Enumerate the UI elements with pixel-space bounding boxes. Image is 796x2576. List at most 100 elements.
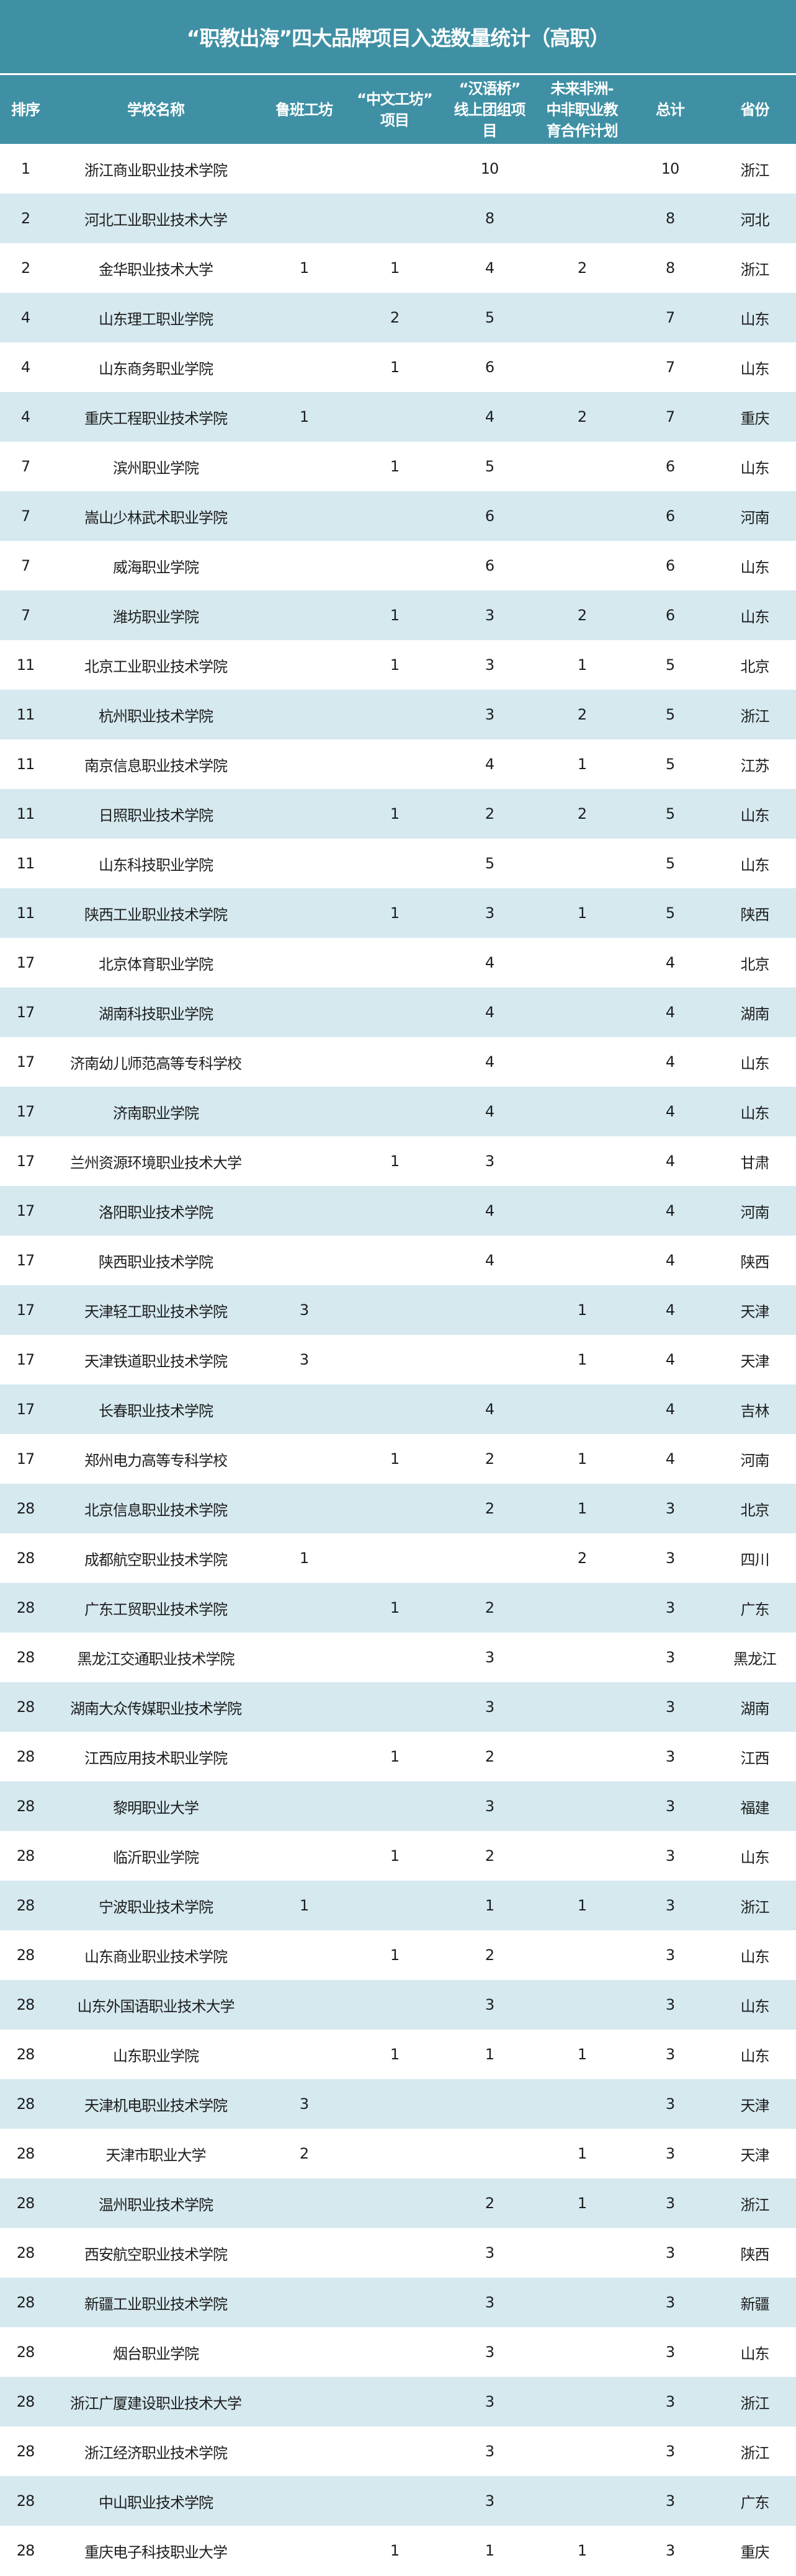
school-name-cell: 山东职业学院 [113, 2047, 199, 2065]
chinese-bridge-cell: 3 [485, 1996, 494, 2013]
province-cell: 河南 [740, 1203, 770, 1221]
province-cell: 山东 [740, 1848, 770, 1866]
table-row: 28 黎明职业大学 3 3 福建 [0, 1781, 796, 1831]
school-name-cell: 威海职业学院 [113, 558, 199, 576]
luban-workshop-cell [261, 442, 347, 491]
future-africa-cell: 1 [577, 1450, 587, 1468]
school-name-cell: 陕西工业职业技术学院 [84, 906, 228, 924]
rank-cell: 28 [16, 2294, 35, 2311]
luban-workshop-cell [261, 1484, 347, 1533]
chinese-bridge-cell: 3 [485, 1798, 494, 1815]
school-name-cell: 临沂职业学院 [113, 1848, 199, 1866]
school-name-cell: 金华职业技术大学 [99, 261, 213, 279]
table-row: 17 北京体育职业学院 4 4 北京 [0, 938, 796, 987]
chinese-bridge-cell: 2 [485, 1748, 494, 1765]
table-row: 11 日照职业技术学院 1 2 2 5 山东 [0, 789, 796, 839]
luban-workshop-cell [261, 2427, 347, 2476]
future-africa-cell: 1 [577, 2145, 587, 2162]
rank-cell: 17 [16, 1401, 35, 1418]
chinese-bridge-cell: 5 [485, 855, 494, 872]
province-cell: 陕西 [740, 906, 770, 924]
province-cell: 北京 [740, 1501, 770, 1519]
luban-workshop-cell [261, 2327, 347, 2377]
luban-workshop-cell: 3 [299, 1301, 309, 1319]
table-row: 11 杭州职业技术学院 3 2 5 浙江 [0, 690, 796, 739]
chinese-bridge-cell: 3 [485, 607, 494, 624]
rank-cell: 17 [16, 1004, 35, 1021]
chinese-bridge-cell: 6 [485, 507, 494, 525]
school-name-cell: 天津轻工职业技术学院 [84, 1303, 228, 1321]
future-africa-cell [537, 987, 627, 1037]
chinese-bridge-cell: 4 [485, 1053, 494, 1071]
chinese-bridge-cell: 3 [485, 2443, 494, 2460]
luban-workshop-cell [261, 2228, 347, 2278]
chinese-bridge-cell: 4 [485, 1004, 494, 1021]
chinese-workshop-cell [347, 739, 442, 789]
chinese-bridge-cell: 3 [485, 2393, 494, 2410]
total-cell: 4 [665, 1004, 675, 1021]
province-cell: 陕西 [740, 1253, 770, 1271]
province-cell: 山东 [740, 2047, 770, 2065]
chinese-workshop-cell [347, 2476, 442, 2526]
table-row: 28 湖南大众传媒职业技术学院 3 3 湖南 [0, 1682, 796, 1732]
school-name-cell: 陕西职业技术学院 [99, 1253, 213, 1271]
luban-workshop-cell [261, 293, 347, 342]
future-africa-cell [537, 1037, 627, 1087]
school-name-cell: 黎明职业大学 [113, 1799, 199, 1817]
province-cell: 河南 [740, 509, 770, 527]
luban-workshop-cell: 1 [299, 259, 309, 277]
rank-cell: 28 [16, 1897, 35, 1914]
future-africa-cell [537, 144, 627, 194]
chinese-bridge-cell: 4 [485, 259, 494, 277]
rank-cell: 7 [20, 458, 30, 475]
table-row: 28 黑龙江交通职业技术学院 3 3 黑龙江 [0, 1633, 796, 1682]
luban-workshop-cell [261, 2526, 347, 2575]
luban-workshop-cell [261, 491, 347, 541]
table-row: 28 山东外国语职业技术大学 3 3 山东 [0, 1980, 796, 2030]
future-africa-cell: 2 [577, 259, 587, 277]
school-name-cell: 长春职业技术学院 [99, 1402, 213, 1420]
rank-cell: 28 [16, 2343, 35, 2361]
school-name-cell: 北京工业职业技术学院 [84, 657, 228, 675]
rank-cell: 17 [16, 1103, 35, 1120]
table-row: 11 南京信息职业技术学院 4 1 5 江苏 [0, 739, 796, 789]
total-cell: 4 [665, 1202, 675, 1219]
future-africa-cell [537, 541, 627, 591]
table-row: 28 江西应用技术职业学院 1 2 3 江西 [0, 1732, 796, 1781]
table-row: 17 兰州资源环境职业技术大学 1 3 4 甘肃 [0, 1136, 796, 1186]
future-africa-cell [537, 2476, 627, 2526]
chinese-bridge-cell: 3 [485, 1152, 494, 1170]
chinese-bridge-cell: 3 [485, 2343, 494, 2361]
future-africa-cell [537, 1781, 627, 1831]
chinese-workshop-cell [347, 2129, 442, 2178]
luban-workshop-cell [261, 888, 347, 938]
table-row: 28 天津机电职业技术学院 3 3 天津 [0, 2079, 796, 2129]
chinese-workshop-cell [347, 1335, 442, 1384]
rank-cell: 28 [16, 1649, 35, 1666]
table-row: 7 潍坊职业学院 1 3 2 6 山东 [0, 591, 796, 640]
chinese-bridge-cell: 3 [485, 904, 494, 922]
table-row: 28 温州职业技术学院 2 1 3 浙江 [0, 2178, 796, 2228]
table-row: 17 济南幼儿师范高等专科学校 4 4 山东 [0, 1037, 796, 1087]
total-cell: 3 [665, 2492, 675, 2510]
chinese-bridge-cell: 10 [480, 160, 499, 177]
table-row: 17 长春职业技术学院 4 4 吉林 [0, 1384, 796, 1434]
chinese-bridge-cell: 4 [485, 1103, 494, 1120]
chinese-workshop-cell: 1 [390, 2542, 400, 2559]
school-name-cell: 浙江商业职业技术学院 [84, 161, 228, 179]
total-cell: 6 [665, 607, 675, 624]
table-row: 28 临沂职业学院 1 2 3 山东 [0, 1831, 796, 1881]
school-name-cell: 广东工贸职业技术学院 [84, 1600, 228, 1618]
rank-cell: 11 [16, 805, 35, 822]
luban-workshop-cell: 1 [299, 1549, 309, 1567]
future-africa-cell: 1 [577, 2046, 587, 2063]
school-name-cell: 河北工业职业技术大学 [84, 211, 228, 229]
total-cell: 4 [665, 1401, 675, 1418]
school-name-cell: 山东商业职业技术学院 [84, 1948, 228, 1966]
rank-cell: 28 [16, 1946, 35, 1964]
chinese-workshop-cell [347, 491, 442, 541]
province-cell: 河北 [740, 211, 770, 229]
future-africa-cell [537, 938, 627, 987]
rank-cell: 11 [16, 855, 35, 872]
rank-cell: 11 [16, 656, 35, 674]
